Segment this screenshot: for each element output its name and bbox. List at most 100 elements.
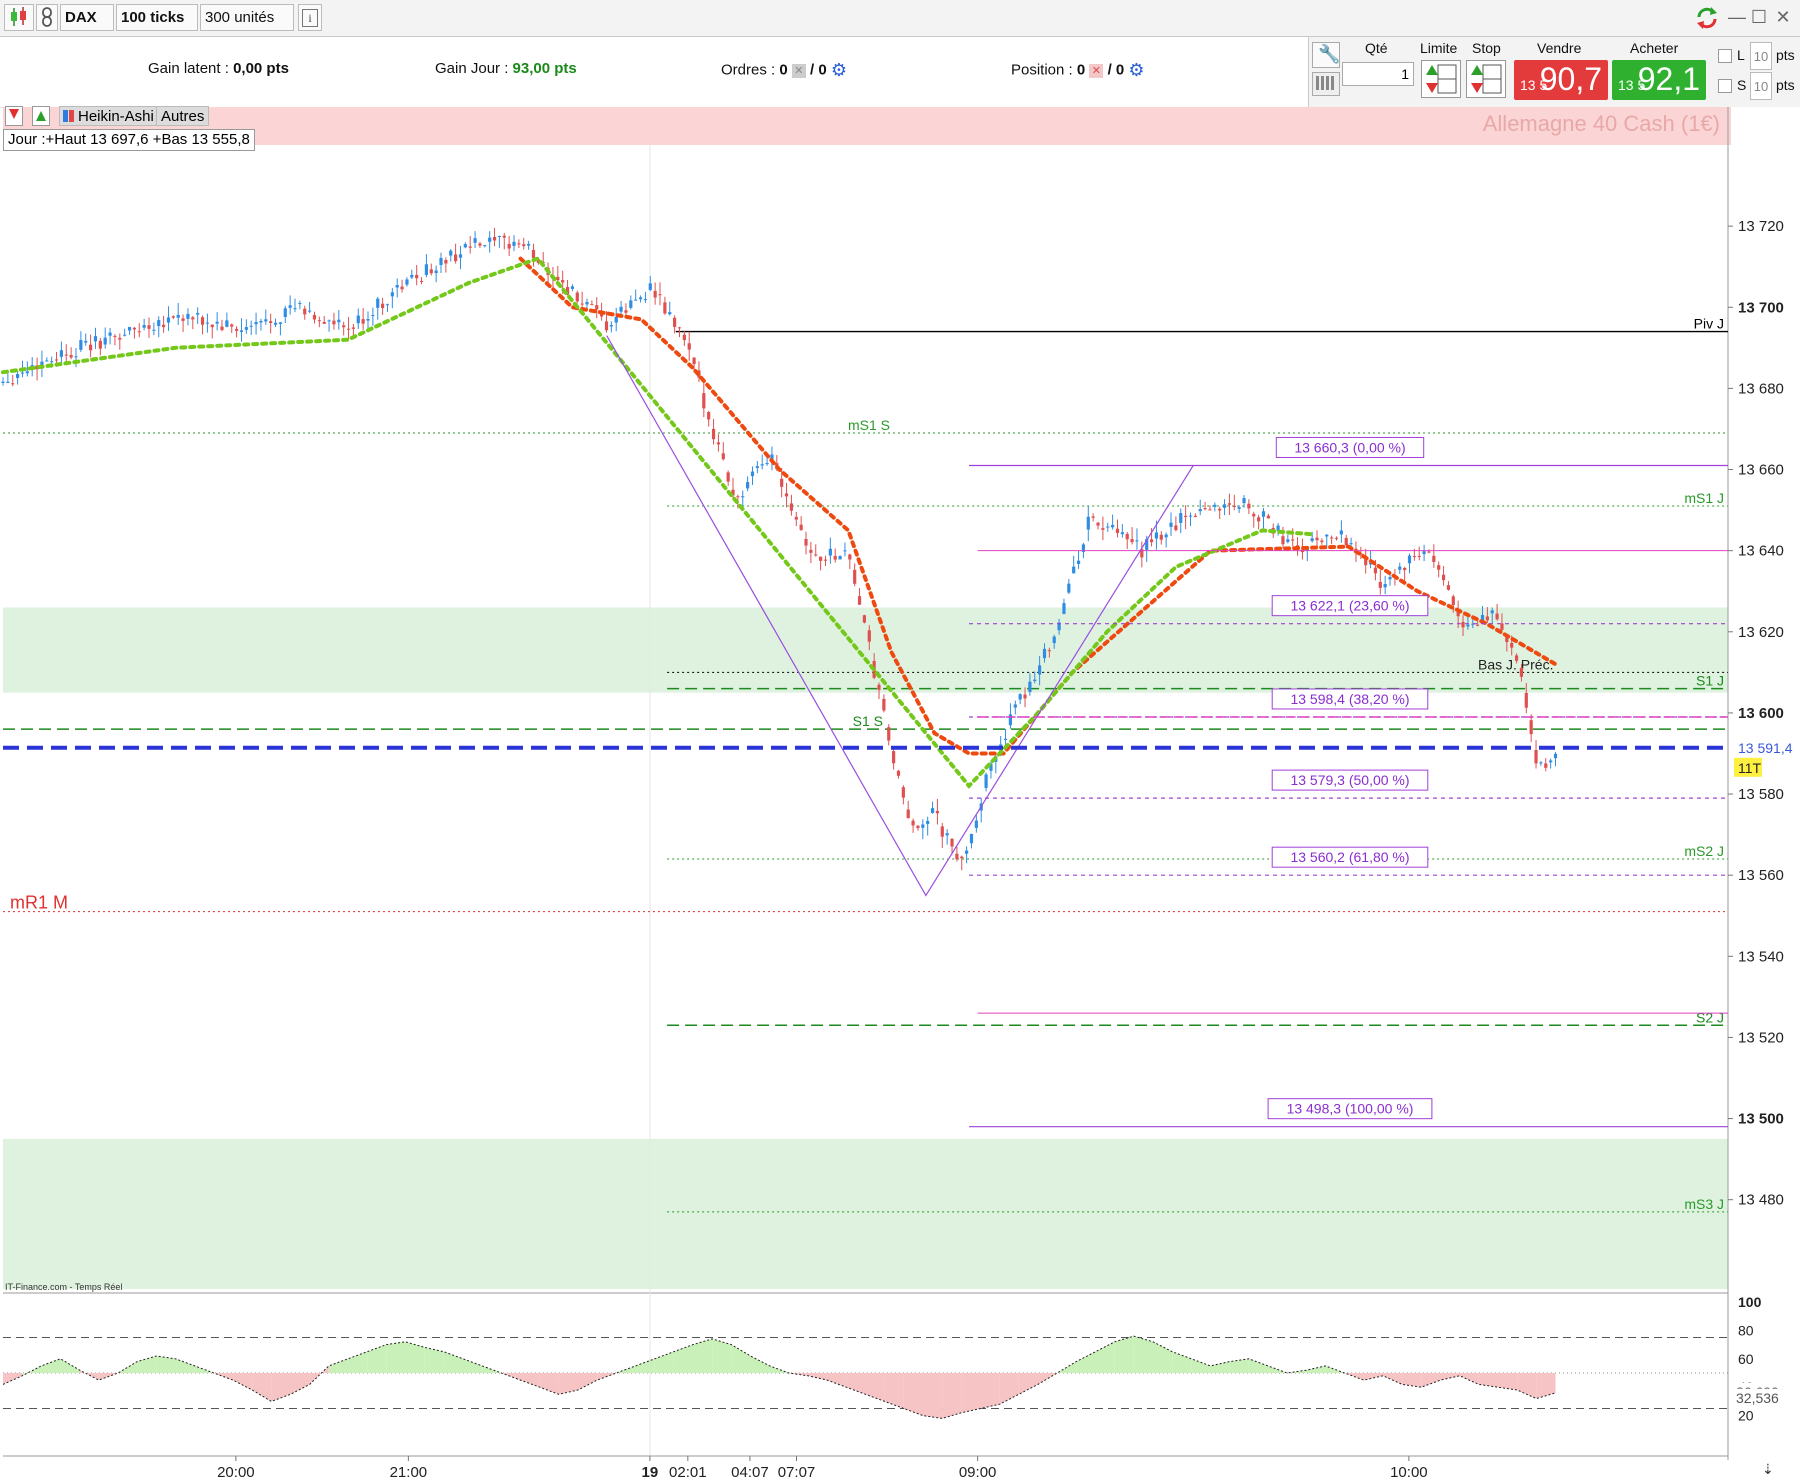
stop-order-button[interactable] — [1466, 60, 1506, 98]
header-band — [3, 107, 1731, 145]
units-selector[interactable]: 300 unités — [200, 4, 294, 47]
candle-body — [1184, 515, 1188, 518]
price-chart[interactable]: Piv J mS1 S mS1 J Bas J. Préc. S1 J S1 S mS2 J… — [0, 107, 1800, 1483]
oscillator-area — [1210, 1361, 1230, 1373]
instrument-selector[interactable]: DAX — [60, 4, 114, 47]
data-source: IT-Finance.com - Temps Réel — [5, 1282, 123, 1292]
fibonacci-trend-line[interactable] — [606, 335, 1194, 897]
oscillator-axis-label: 60 — [1738, 1351, 1754, 1367]
candle-body — [1076, 560, 1081, 564]
candle-body — [162, 324, 166, 328]
settings-button[interactable]: 🔧 — [1312, 42, 1340, 68]
candle-body — [770, 454, 774, 460]
wrench-icon: 🔧 — [1318, 44, 1341, 64]
oscillator-area — [60, 1358, 80, 1373]
candle-body — [989, 763, 993, 771]
oscillator-area — [1363, 1373, 1383, 1381]
candle-body — [838, 556, 842, 560]
maximize-button[interactable]: ☐ — [1750, 8, 1768, 26]
candle-body — [1524, 692, 1528, 708]
heikin-ashi-icon — [63, 110, 68, 122]
candle-body — [1042, 648, 1047, 659]
candle-body — [191, 317, 195, 320]
pivot-label: mR1 M — [10, 893, 68, 913]
cancel-orders-icon[interactable]: ✕ — [791, 63, 806, 78]
candle-body — [429, 269, 433, 274]
collapse-button[interactable] — [5, 106, 23, 126]
candle-body — [707, 412, 711, 420]
ticks-selector[interactable]: 100 ticks — [116, 4, 198, 47]
chart-type-button[interactable] — [4, 4, 34, 31]
candle-body — [1485, 616, 1489, 621]
candle-body — [1227, 503, 1232, 505]
limit-checkbox[interactable] — [1718, 49, 1732, 63]
instrument-label: DAX — [65, 9, 97, 26]
oscillator-area — [654, 1351, 674, 1373]
oscillator-area — [1440, 1373, 1460, 1381]
oscillator-area — [1268, 1365, 1288, 1373]
quantity-input[interactable] — [1342, 62, 1414, 86]
candle-body — [1490, 610, 1494, 614]
candle-body — [361, 319, 365, 324]
link-button[interactable] — [36, 4, 58, 31]
gear-icon[interactable]: ⚙ — [830, 60, 848, 80]
candle-body — [45, 360, 49, 362]
buy-button[interactable]: 13 5 92,1 — [1612, 60, 1706, 100]
limit-points-input[interactable]: 10 — [1750, 42, 1772, 70]
arrow-down-icon — [9, 109, 19, 119]
pivot-label: Piv J — [1694, 316, 1724, 332]
keyboard-button[interactable] — [1312, 72, 1340, 96]
oscillator-area — [923, 1373, 943, 1419]
tick-count-tag — [1734, 757, 1762, 777]
candle-body — [166, 317, 171, 323]
stop-points-input[interactable]: 10 — [1750, 72, 1772, 100]
candle-body — [507, 243, 511, 249]
sell-button[interactable]: 13 5 90,7 — [1514, 60, 1608, 100]
stop-checkbox[interactable] — [1718, 79, 1732, 93]
oscillator-area — [1114, 1336, 1134, 1373]
candle-body — [1023, 694, 1027, 699]
chart-style-label: Heikin-Ashi — [78, 108, 154, 125]
candle-body — [269, 321, 273, 323]
oscillator-area — [1076, 1351, 1096, 1373]
candle-body — [381, 303, 385, 309]
ordres-summary[interactable]: Ordres : 0 ✕ / 0 ⚙ — [721, 60, 847, 81]
candle-body — [74, 356, 78, 358]
oscillator-area — [635, 1358, 655, 1373]
candle-body — [327, 320, 331, 322]
buy-label: Acheter — [1630, 40, 1679, 56]
info-button[interactable]: i — [298, 4, 322, 31]
oscillator-area — [693, 1338, 713, 1373]
candle-body — [565, 286, 570, 295]
others-tag[interactable]: Autres — [156, 106, 210, 126]
close-button[interactable]: ✕ — [1774, 8, 1792, 26]
chart-style-tag[interactable]: Heikin-Ashi — [59, 106, 159, 126]
candle-body — [127, 327, 132, 331]
candle-body — [1154, 532, 1159, 539]
candle-body — [454, 254, 458, 262]
candle-body — [682, 334, 686, 341]
candle-body — [1213, 504, 1217, 507]
oscillator-area — [1459, 1373, 1479, 1385]
refresh-button[interactable] — [1694, 5, 1720, 31]
scroll-end-button[interactable]: ⇣ — [1762, 1461, 1792, 1477]
oscillator-area — [539, 1373, 559, 1395]
minimize-button[interactable]: — — [1728, 8, 1746, 26]
gain-jour-label: Gain Jour : — [435, 60, 509, 77]
candle-body — [843, 550, 847, 552]
candle-body — [585, 302, 589, 305]
fibonacci-label-box — [1271, 769, 1429, 791]
limit-order-button[interactable] — [1421, 60, 1461, 98]
candle-body — [1320, 540, 1324, 543]
candle-body — [780, 478, 784, 487]
gain-jour-value: 93,00 pts — [512, 60, 577, 77]
candle-body — [50, 361, 54, 363]
oscillator-area — [41, 1358, 61, 1373]
expand-button[interactable] — [32, 106, 50, 126]
position-summary[interactable]: Position : 0 ✕ / 0 ⚙ — [1011, 60, 1145, 81]
candle-body — [600, 313, 604, 317]
candle-body — [638, 297, 643, 300]
close-position-icon[interactable]: ✕ — [1089, 63, 1104, 78]
gear-icon[interactable]: ⚙ — [1128, 60, 1145, 80]
candle-body — [926, 820, 930, 824]
